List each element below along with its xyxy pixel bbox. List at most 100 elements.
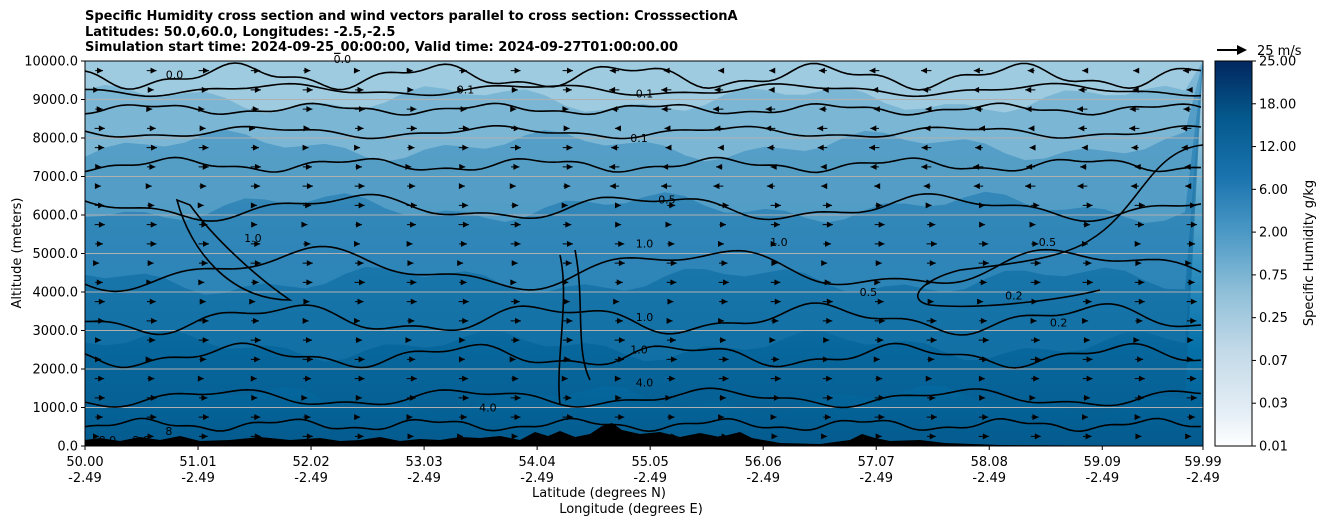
colorbar-tick-label: 0.01 [1259, 440, 1288, 455]
contour-label: 1.0 [636, 238, 654, 251]
y-tick-label: 8000.0 [33, 132, 79, 147]
contour-label: 0.0 [166, 68, 184, 81]
x-tick-label-lat: 53.03 [405, 455, 442, 470]
x-tick-label-lat: 58.08 [971, 455, 1008, 470]
x-tick-label-lat: 59.99 [1184, 455, 1221, 470]
contour-line [85, 102, 1202, 116]
x-tick-label-lat: 56.06 [745, 455, 782, 470]
y-tick-label: 5000.0 [33, 247, 79, 262]
contour-label: 0.5 [860, 286, 878, 299]
contour-line [85, 62, 1202, 91]
x-tick-label-lat: 54.04 [519, 455, 556, 470]
y-tick-label: 6000.0 [33, 209, 79, 224]
contour-label: 1.0 [770, 236, 788, 249]
wind-vector [93, 260, 100, 267]
x-tick-label-lon: -2.49 [407, 471, 441, 486]
quiver-key-label: 25 m/s [1257, 44, 1302, 59]
colorbar-tick-label: 0.03 [1259, 397, 1288, 412]
y-tick-label: 0.0 [57, 440, 78, 455]
x-tick-label-lon: -2.49 [181, 471, 215, 486]
wind-vector [613, 298, 620, 305]
gridlines [85, 99, 1203, 408]
contour-label: 4.0 [636, 376, 654, 389]
contour-label: 0.2 [1050, 317, 1068, 330]
wind-vectors [93, 67, 1197, 440]
contour-label: 4.0 [479, 401, 497, 414]
x-tick-label-lon: -2.49 [859, 471, 893, 486]
contour-label: 0.0 [334, 53, 352, 66]
wind-vector [614, 125, 621, 132]
x-tick-label-lat: 50.00 [66, 455, 103, 470]
plot-area: 0.0 0.0 0.1 0.1 0.1 0.5 0.5 0.5 0.2 0.2 1.0 1.0 1.0 1… [84, 53, 1204, 447]
x-axis: 50.00-2.4951.01-2.4952.02-2.4953.03-2.49… [66, 446, 1222, 486]
wind-vector [1185, 433, 1192, 440]
contour-label: 0.5 [658, 193, 676, 206]
y-axis-label: Altitude (meters) [10, 198, 25, 309]
wind-vector [93, 433, 99, 440]
contour-line [85, 125, 1202, 140]
y-axis: 0.0 1000.0 2000.0 3000.0 4000.0 5000.0 6000.0 7… [24, 55, 85, 455]
wind-vector [822, 86, 829, 93]
contour-line [85, 342, 1202, 369]
colorbar-tick-label: 2.00 [1259, 226, 1288, 241]
title-line-1: Specific Humidity cross section and wind… [85, 9, 738, 24]
x-tick-label-lon: -2.49 [1085, 471, 1119, 486]
wind-vector [977, 298, 984, 305]
contour-label: 0.5 [1039, 236, 1057, 249]
colorbar-tick-label: 0.25 [1259, 311, 1288, 326]
wind-vector [249, 125, 256, 132]
contour-line [558, 249, 591, 406]
contour-label: 8.0 [132, 434, 150, 447]
chart-title: Specific Humidity cross section and wind… [85, 9, 738, 56]
contour-label: 1.0 [244, 232, 262, 245]
y-tick-label: 10000.0 [24, 55, 78, 70]
wind-vector [978, 125, 985, 132]
quiver-key-arrowhead [1237, 45, 1247, 55]
y-tick-label: 3000.0 [33, 324, 79, 339]
x-tick-label-lon: -2.49 [520, 471, 554, 486]
colorbar-tick-label: 6.00 [1259, 183, 1288, 198]
contour-label: 1.0 [636, 311, 654, 324]
contour-line [917, 144, 1203, 308]
contour-line [85, 387, 1202, 409]
y-tick-label: 4000.0 [33, 286, 79, 301]
wind-vector [1185, 260, 1192, 267]
x-tick-label-lat: 55.05 [632, 455, 669, 470]
contour-line [85, 302, 1202, 336]
terrain [85, 423, 1203, 446]
quiver-key: 25 m/s [1217, 44, 1302, 59]
colorbar-tick-label: 12.00 [1259, 140, 1296, 155]
colorbar-tick-label: 25.00 [1259, 55, 1296, 70]
contour-label: 0.1 [457, 84, 475, 97]
x-tick-label-lat: 59.09 [1084, 455, 1121, 470]
colorbar-gradient [1214, 60, 1253, 447]
colorbar-label: Specific Humidity g/kg [1302, 180, 1317, 326]
x-tick-label-lat: 51.01 [179, 455, 216, 470]
y-tick-label: 9000.0 [33, 93, 79, 108]
contour-line [85, 193, 1202, 223]
colorbar-ticks: 0.01 0.03 0.07 0.25 0.75 2.00 6.00 12.00 18.00 25… [1252, 55, 1296, 455]
contour-line [85, 156, 1202, 174]
title-line-2: Latitudes: 50.0,60.0, Longitudes: -2.5,-… [85, 24, 396, 40]
contour-label: 1.0 [630, 344, 648, 357]
wind-vector [821, 260, 828, 267]
contour-label: 8 [165, 425, 172, 438]
x-tick-label-lon: -2.49 [972, 471, 1006, 486]
colorbar-tick-label: 0.75 [1259, 268, 1288, 283]
contour-label: 8.0 [99, 434, 117, 447]
wind-vector [821, 433, 828, 440]
contour-label: 0.1 [630, 132, 648, 145]
contour-label: 0.2 [1005, 290, 1023, 303]
x-tick-label-lon: -2.49 [68, 471, 102, 486]
contour-labels: 0.0 0.0 0.1 0.1 0.1 0.5 0.5 0.5 0.2 0.2 1.0 1.0 1.0 1… [99, 53, 1068, 447]
x-tick-label-lon: -2.49 [294, 471, 328, 486]
humidity-band [85, 61, 1203, 114]
contour-line [85, 82, 1202, 98]
contour-lines [85, 62, 1203, 433]
colorbar: 0.01 0.03 0.07 0.25 0.75 2.00 6.00 12.00 18.00 25… [1214, 55, 1317, 455]
x-tick-label-lon: -2.49 [1186, 471, 1220, 486]
wind-vector [249, 298, 256, 305]
y-tick-label: 2000.0 [33, 363, 79, 378]
x-tick-label-lon: -2.49 [633, 471, 667, 486]
